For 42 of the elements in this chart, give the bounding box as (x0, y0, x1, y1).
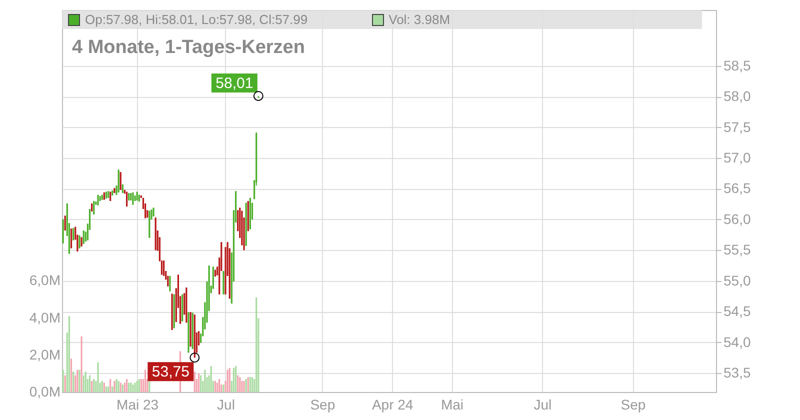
y2-tick-label: 2,0M (29, 346, 60, 362)
y-tick-label: 56,5 (724, 180, 751, 196)
text: 4 Monate, 1-Tages-Kerzen (72, 37, 305, 59)
x-tick-label: Sep (620, 396, 646, 412)
annotation: Op:57.98, Hi:58.01, Lo:57.98, Cl:57.99 (85, 12, 308, 27)
y-tick-label: 55,5 (724, 242, 751, 258)
y-tick-label: 58,0 (724, 88, 751, 104)
x-tick-label: Jul (534, 396, 552, 412)
candlestick (72, 228, 74, 241)
candlestick (212, 266, 214, 290)
candlestick (70, 228, 72, 249)
candlestick (163, 260, 165, 276)
candlestick (82, 230, 84, 244)
x-tick-label: Sep (310, 396, 336, 412)
y-tick-label: 58,5 (724, 57, 751, 74)
candlestick (222, 270, 224, 295)
y-tick-label: 53,5 (724, 364, 751, 380)
y-tick-label: 57,0 (724, 150, 751, 166)
y-tick-label: 57,5 (724, 118, 751, 135)
candlestick (93, 200, 95, 216)
y2-tick-label: 0,0M (29, 384, 60, 400)
candlestick (118, 169, 120, 193)
y-tick-label: 54,0 (724, 334, 751, 350)
header-panel: Op:57.98, Hi:58.01, Lo:57.98, Cl:57.99 Vol: 3.98M (62, 10, 702, 29)
annotation: Vol: 3.98M (388, 12, 450, 27)
candlestick (169, 275, 171, 292)
x-tick-label: Mai 23 (116, 396, 159, 412)
x-tick-label: Apr 24 (372, 396, 414, 412)
y2-tick-label: 6,0M (29, 272, 60, 288)
x-tick-label: Jul (217, 396, 235, 412)
y-tick-label: 56,0 (724, 210, 751, 227)
candlestick (120, 172, 122, 190)
annotation: 58,01 (216, 74, 254, 92)
annotation: 53,75 (152, 364, 190, 381)
y-tick-label: 55,0 (724, 272, 751, 288)
x-tick-label: Mai (440, 396, 464, 412)
candlestick (62, 218, 64, 244)
candlestick (64, 215, 66, 231)
y2-tick-label: 4,0M (29, 309, 60, 326)
candlestick (80, 236, 82, 247)
y-tick-label: 54,5 (724, 303, 751, 320)
candlestick (78, 234, 80, 249)
